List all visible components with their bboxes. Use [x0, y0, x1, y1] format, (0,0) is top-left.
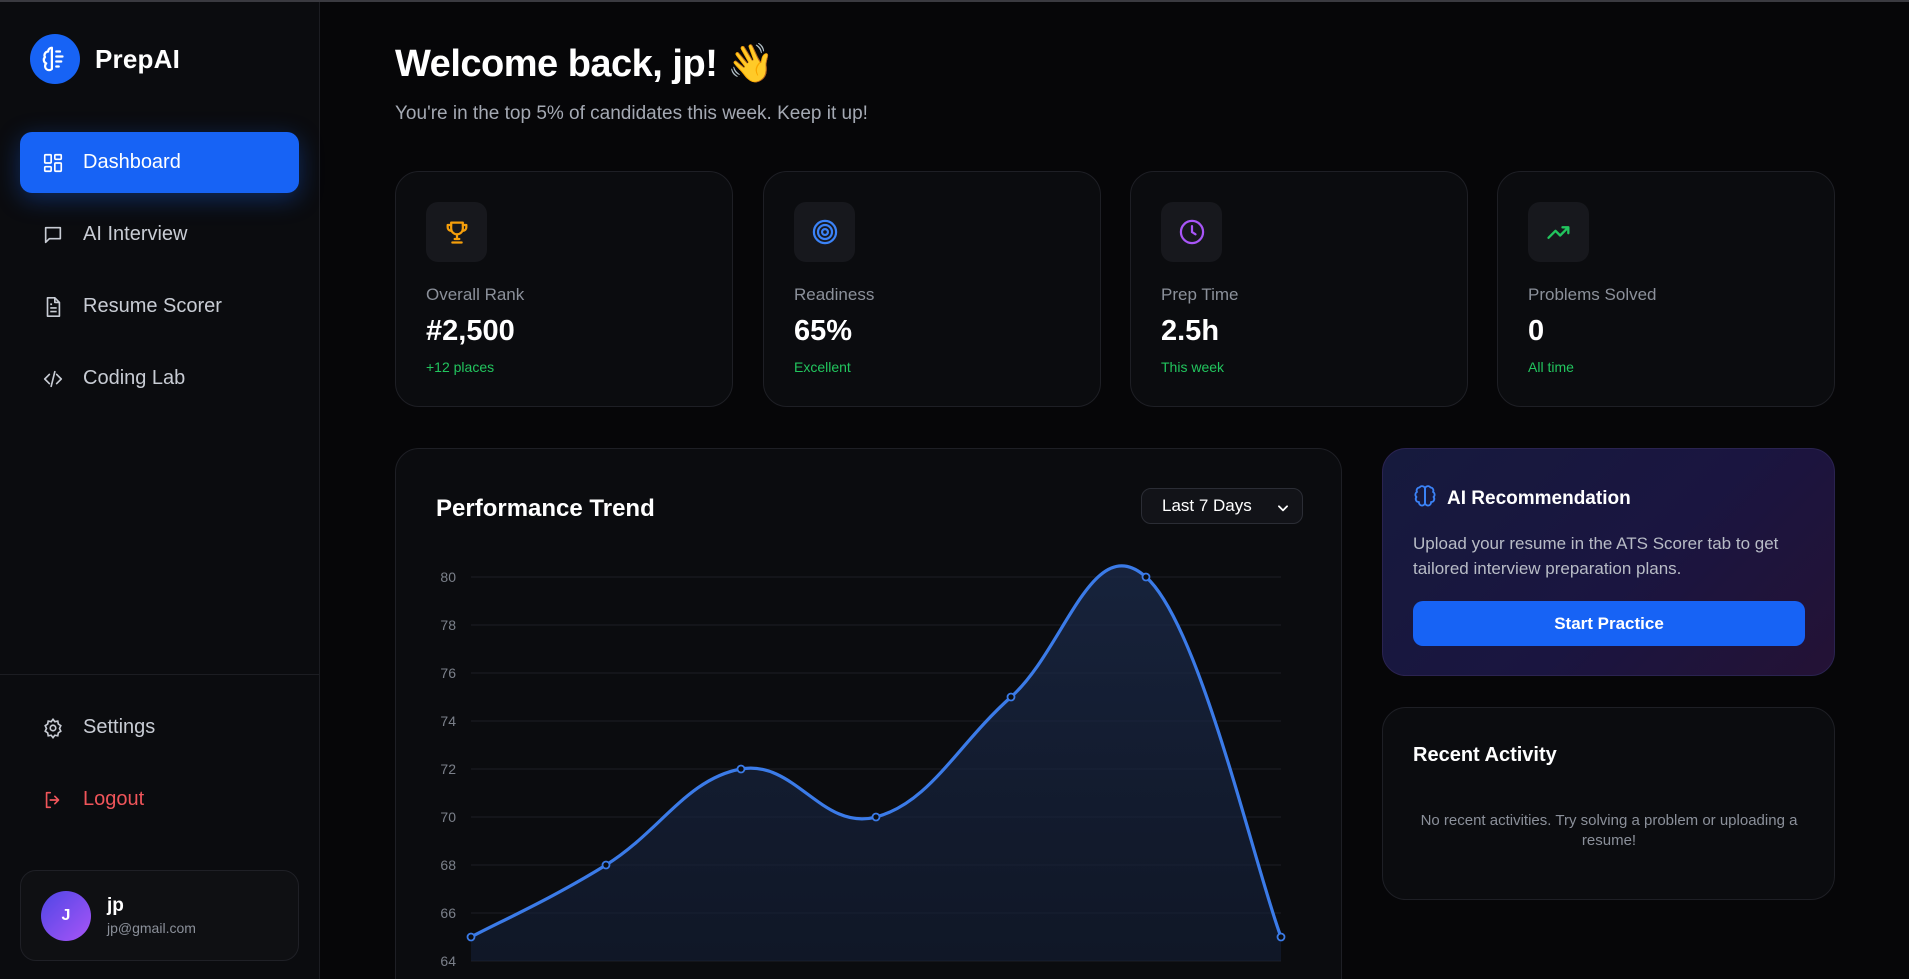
- stat-label: Overall Rank: [426, 285, 525, 304]
- brand[interactable]: PrepAI: [30, 34, 180, 84]
- y-tick-label: 76: [440, 665, 456, 681]
- chart-point-sun[interactable]: [1276, 932, 1286, 942]
- stat-note: +12 places: [426, 359, 495, 375]
- user-email: jp@gmail.com: [107, 920, 196, 936]
- sidebar: PrepAI Dashboard AI Interview Resume Sco…: [0, 2, 320, 979]
- stat-label: Problems Solved: [1528, 285, 1657, 304]
- brand-name: PrepAI: [95, 43, 181, 74]
- user-card[interactable]: J jp jp@gmail.com: [20, 870, 299, 961]
- user-name: jp: [107, 895, 124, 916]
- logout-icon: [41, 788, 65, 812]
- y-tick-label: 80: [440, 569, 456, 585]
- sidebar-item-dashboard[interactable]: Dashboard: [20, 132, 299, 193]
- y-tick-label: 70: [440, 809, 456, 825]
- sidebar-item-label: Coding Lab: [83, 367, 186, 389]
- sidebar-item-label: Settings: [83, 716, 156, 738]
- activity-empty-state: No recent activities. Try solving a prob…: [1420, 812, 1798, 849]
- document-icon: [41, 295, 65, 319]
- sidebar-item-label: Logout: [83, 788, 145, 810]
- chart-point-sat[interactable]: [1141, 572, 1151, 582]
- stat-label: Readiness: [794, 285, 875, 304]
- trophy-icon: [426, 202, 487, 262]
- sidebar-divider: [0, 674, 320, 675]
- y-tick-label: 78: [440, 617, 456, 633]
- sidebar-item-label: Dashboard: [83, 151, 181, 173]
- chart-point-tue[interactable]: [601, 860, 611, 870]
- stat-card-problems-solved: Problems Solved 0 All time: [1497, 171, 1835, 407]
- chart-point-fri[interactable]: [1006, 692, 1016, 702]
- avatar: J: [41, 890, 91, 941]
- recent-activity-card: Recent Activity No recent activities. Tr…: [1382, 707, 1835, 900]
- grid-icon: [41, 151, 65, 175]
- brain-icon: [30, 34, 80, 84]
- reco-header: AI Recommendation: [1413, 484, 1631, 513]
- reco-title: AI Recommendation: [1447, 487, 1631, 509]
- date-range-value: Last 7 Days: [1162, 496, 1252, 515]
- y-tick-label: 66: [440, 905, 456, 921]
- x-tick-label: Thu: [864, 976, 888, 979]
- performance-card: 64 66 68 70 72 74 76 78 80 Mon Tue Wed Thu Fri Sat Sun…: [395, 448, 1342, 979]
- stat-note: This week: [1161, 359, 1225, 375]
- y-tick-label: 64: [440, 953, 456, 969]
- chart-point-thu[interactable]: [871, 812, 881, 822]
- y-tick-label: 74: [440, 713, 456, 729]
- activity-title: Recent Activity: [1413, 744, 1557, 766]
- x-tick-label: Tue: [594, 976, 618, 979]
- sidebar-item-resume-scorer[interactable]: Resume Scorer: [20, 276, 299, 337]
- code-icon: [41, 367, 65, 391]
- ai-recommendation-card: AI Recommendation Upload your resume in …: [1382, 448, 1835, 676]
- x-tick-label: Sat: [1135, 976, 1156, 979]
- brain-icon: [1413, 484, 1437, 513]
- stat-note: All time: [1528, 359, 1574, 375]
- stat-value: #2,500: [426, 315, 515, 347]
- clock-icon: [1161, 202, 1222, 262]
- chevron-down-icon: [1276, 500, 1290, 520]
- stat-value: 0: [1528, 315, 1545, 347]
- date-range-select[interactable]: Last 7 Days: [1141, 488, 1303, 524]
- stat-value: 2.5h: [1161, 315, 1220, 347]
- stat-label: Prep Time: [1161, 285, 1239, 304]
- chart-point-mon[interactable]: [466, 932, 476, 942]
- gear-icon: [41, 716, 65, 740]
- chart-point-wed[interactable]: [736, 764, 746, 774]
- stat-card-overall-rank: Overall Rank #2,500 +12 places: [395, 171, 733, 407]
- sidebar-item-logout[interactable]: Logout: [20, 769, 299, 830]
- y-tick-label: 68: [440, 857, 456, 873]
- chart-line-series: [469, 564, 1283, 939]
- page-title: Welcome back, jp! 👋: [395, 43, 775, 85]
- y-tick-label: 72: [440, 761, 456, 777]
- main-nav: Dashboard AI Interview Resume Scorer Cod…: [20, 132, 299, 420]
- stat-note: Excellent: [794, 359, 851, 375]
- bottom-nav: Settings Logout: [20, 697, 299, 841]
- user-info: jp jp@gmail.com: [107, 895, 196, 936]
- x-tick-label: Fri: [1003, 976, 1019, 979]
- chart-area: [471, 565, 1281, 961]
- stat-card-prep-time: Prep Time 2.5h This week: [1130, 171, 1468, 407]
- x-tick-label: Wed: [727, 976, 756, 979]
- reco-text: Upload your resume in the ATS Scorer tab…: [1413, 534, 1779, 578]
- start-practice-button[interactable]: Start Practice: [1413, 601, 1805, 646]
- sidebar-item-coding-lab[interactable]: Coding Lab: [20, 348, 299, 409]
- sidebar-item-label: Resume Scorer: [83, 295, 222, 317]
- x-tick-label: Sun: [1269, 976, 1294, 979]
- stat-value: 65%: [794, 315, 853, 347]
- sidebar-item-label: AI Interview: [83, 223, 188, 245]
- page-subtitle: You're in the top 5% of candidates this …: [395, 103, 868, 124]
- target-icon: [794, 202, 855, 262]
- chat-icon: [41, 223, 65, 247]
- x-tick-label: Mon: [457, 976, 484, 979]
- sidebar-item-settings[interactable]: Settings: [20, 697, 299, 758]
- trending-up-icon: [1528, 202, 1589, 262]
- stat-card-readiness: Readiness 65% Excellent: [763, 171, 1101, 407]
- sidebar-item-ai-interview[interactable]: AI Interview: [20, 204, 299, 265]
- chart-title: Performance Trend: [436, 495, 655, 522]
- performance-chart: 64 66 68 70 72 74 76 78 80 Mon Tue Wed Thu Fri Sat Sun: [440, 564, 1294, 979]
